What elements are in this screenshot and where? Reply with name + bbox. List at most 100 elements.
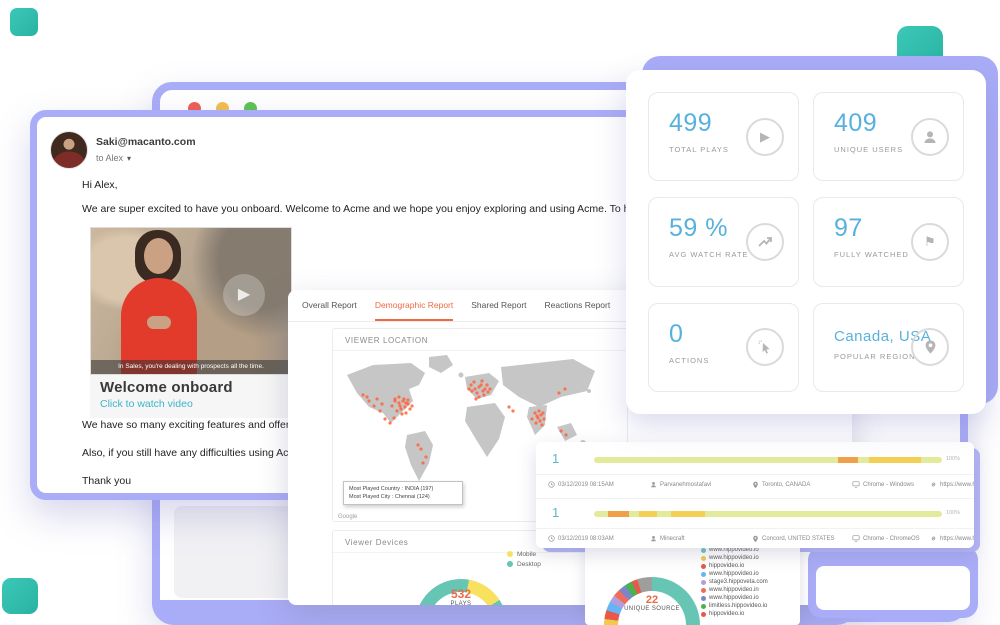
timeline-actions-card: 1 100% 03/12/2019 08:15AM Parvanehmostaf…	[536, 442, 974, 548]
link-icon	[931, 482, 936, 487]
viewer-name: Parvanehmostafavi	[660, 481, 712, 488]
video-title: Welcome onboard	[100, 379, 233, 396]
legend-item: www.hippovideo.io	[701, 570, 768, 578]
tab-overall-report[interactable]: Overall Report	[302, 299, 357, 310]
trend-up-icon	[746, 222, 784, 261]
email-paragraph: We have so many exciting features and of…	[82, 419, 330, 431]
legend-item: limitless.hippovideo.io	[701, 602, 768, 610]
video-caption: In Sales, you're dealing with prospects …	[91, 360, 291, 374]
legend-dot	[701, 555, 706, 561]
recipient-row[interactable]: to Alex ▾	[96, 153, 132, 163]
sender-email: Saki@macanto.com	[96, 136, 196, 148]
email-greeting: Hi Alex,	[82, 179, 118, 191]
user-icon	[651, 535, 656, 542]
sender-avatar	[50, 131, 88, 169]
watch-percent: 100%	[946, 510, 961, 516]
stats-summary-window: 499 TOTAL PLAYS ▶ 409 UNIQUE USERS 59 % …	[626, 70, 986, 414]
timeline-row-details: 03/12/2019 08:15AM Parvanehmostafavi Tor…	[536, 474, 974, 496]
flag-icon: ⚑	[911, 222, 949, 261]
tab-demographic-report[interactable]: Demographic Report	[374, 290, 454, 321]
legend-item: www.hippovideo.io	[701, 546, 768, 554]
quoted-content-panel	[174, 506, 296, 598]
donut-center-label: 22 UNIQUE SOURCE	[624, 594, 680, 612]
stat-card-total-plays: 499 TOTAL PLAYS ▶	[648, 92, 799, 182]
map-attribution: Google	[338, 514, 358, 520]
legend-dot	[701, 571, 706, 577]
stat-card-avg-watch-rate: 59 % AVG WATCH RATE	[648, 197, 799, 287]
tab-shared-report[interactable]: Shared Report	[471, 299, 527, 310]
legend-dot	[701, 603, 706, 609]
legend-dot	[507, 561, 513, 567]
stacked-card	[816, 566, 970, 610]
source-url: https://www.hippovideo.io/...	[940, 481, 974, 488]
legend-item: www.hippovideo.io	[701, 554, 768, 562]
timeline-row: 1 100%	[536, 448, 974, 470]
monitor-icon	[852, 535, 860, 542]
map-tooltip: Most Played Country : INDIA (197) Most P…	[343, 481, 463, 505]
legend-item: www.hippovideo.io	[701, 594, 768, 602]
legend-item: hippovideo.io	[701, 610, 768, 618]
clock-icon	[548, 481, 555, 488]
viewer-devices-title: Viewer Devices	[333, 531, 627, 553]
legend-item: stage3.hippoveta.com	[701, 578, 768, 586]
source-url: https://www.hippovideo.io/...	[940, 535, 974, 542]
viewer-location-title: VIEWER LOCATION	[333, 329, 627, 351]
watch-progress-bar[interactable]	[594, 457, 942, 463]
legend-dot	[701, 579, 706, 585]
email-paragraph: We are super excited to have you onboard…	[82, 203, 633, 215]
timeline-row: 1 100%	[536, 502, 974, 524]
email-signoff: Thank you	[82, 475, 132, 487]
viewer-location: Toronto, CANADA	[762, 482, 811, 488]
timeline-row-details: 03/12/2019 08:03AM Minecraft Concord, UN…	[536, 528, 974, 548]
video-thumbnail[interactable]: ▶ In Sales, you're dealing with prospect…	[90, 227, 292, 375]
play-count: 1	[552, 505, 560, 520]
user-icon	[651, 481, 656, 488]
stat-card-fully-watched: 97 FULLY WATCHED ⚑	[813, 197, 964, 287]
chevron-down-icon: ▾	[127, 154, 132, 163]
watch-video-link[interactable]: Click to watch video	[100, 398, 193, 410]
unique-source-card: 22 UNIQUE SOURCE www.hippovideo.io www.hi…	[585, 536, 800, 625]
viewer-client: Chrome - Windows	[863, 481, 915, 488]
location-pin-icon	[911, 328, 949, 367]
legend-item: www.hippovideo.in	[701, 586, 768, 594]
play-overlay-icon[interactable]: ▶	[223, 274, 265, 316]
cursor-click-icon	[746, 328, 784, 367]
view-datetime: 03/12/2019 08:03AM	[558, 535, 614, 542]
watch-progress-bar[interactable]	[594, 511, 942, 517]
monitor-icon	[852, 481, 860, 488]
tab-reactions-report[interactable]: Reactions Report	[544, 299, 611, 310]
play-count: 1	[552, 451, 560, 466]
watch-percent: 100%	[946, 456, 961, 462]
legend-item: hippovideo.io	[701, 562, 768, 570]
unique-source-legend: www.hippovideo.io www.hippovideo.io hippov…	[701, 546, 768, 618]
legend-dot	[507, 551, 513, 557]
stat-card-popular-region: Canada, USA POPULAR REGION	[813, 302, 964, 392]
stat-card-actions: 0 ACTIONS	[648, 302, 799, 392]
email-paragraph: Also, if you still have any difficulties…	[82, 447, 303, 459]
teal-square-decoration	[2, 578, 38, 614]
location-pin-icon	[753, 481, 758, 489]
viewer-devices-legend: Mobile Desktop	[507, 549, 541, 569]
donut-center-label: 532 PLAYS	[450, 587, 472, 605]
legend-dot	[701, 563, 706, 569]
play-icon: ▶	[746, 117, 784, 156]
legend-dot	[701, 547, 706, 553]
user-icon	[911, 117, 949, 156]
link-icon	[931, 536, 936, 541]
video-card-footer: Welcome onboard Click to watch video	[90, 375, 292, 418]
legend-dot	[701, 595, 706, 601]
viewer-client: Chrome - ChromeOS	[863, 535, 920, 542]
teal-square-decoration	[10, 8, 38, 36]
stat-card-unique-users: 409 UNIQUE USERS	[813, 92, 964, 182]
viewer-location: Concord, UNITED STATES	[762, 536, 835, 542]
most-played-city: Most Played City : Chennai (124)	[349, 494, 430, 500]
map-play-dots	[361, 379, 587, 467]
location-pin-icon	[753, 535, 758, 543]
legend-dot	[701, 611, 706, 617]
legend-dot	[701, 587, 706, 593]
clock-icon	[548, 535, 555, 542]
view-datetime: 03/12/2019 08:15AM	[558, 481, 614, 488]
viewer-name: Minecraft	[660, 535, 685, 542]
most-played-country: Most Played Country : INDIA (197)	[349, 486, 434, 492]
